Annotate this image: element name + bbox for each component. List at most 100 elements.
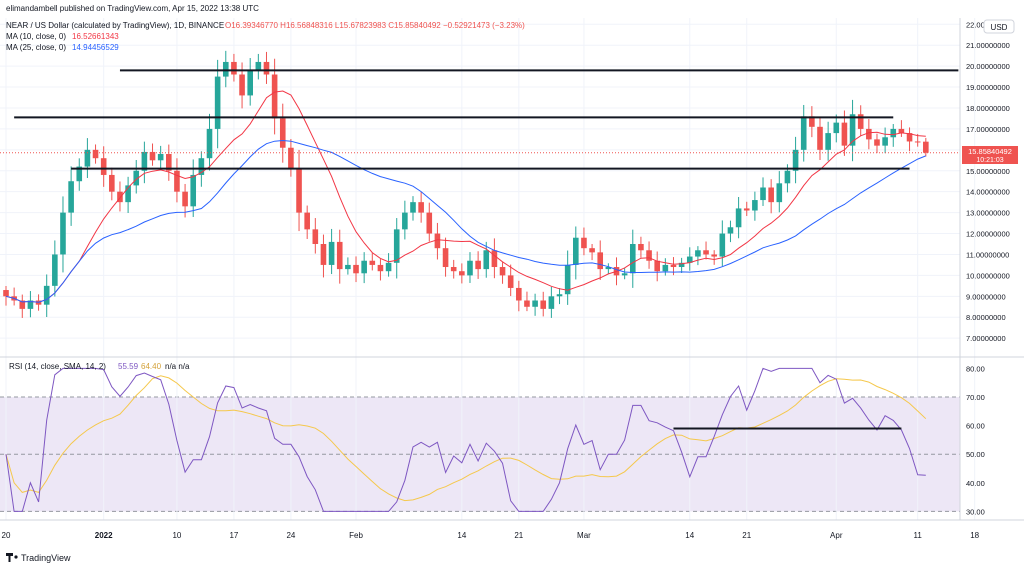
brand-name: TradingView (21, 553, 71, 563)
candle-body (646, 250, 652, 261)
price-tick-label: 8.00000000 (966, 313, 1006, 322)
price-tick-label: 9.00000000 (966, 292, 1006, 301)
candle-body (516, 287, 522, 301)
moving-averages (5, 90, 926, 303)
candle-body (157, 154, 164, 161)
time-tick-label: 2022 (95, 531, 113, 540)
time-tick-label: Mar (577, 531, 591, 540)
candle-body (849, 114, 856, 146)
candle-body (19, 300, 26, 309)
price-tick-label: 10.00000000 (966, 271, 1010, 280)
candle-body (483, 250, 490, 270)
candle-body (133, 170, 140, 186)
candle-body (92, 149, 99, 159)
price-tick-label: 11.00000000 (966, 250, 1009, 259)
candles (3, 50, 929, 318)
candle-body (459, 271, 465, 276)
candle-body (174, 170, 180, 192)
candle-body (556, 294, 563, 297)
ma10-label: MA (10, close, 0) (6, 32, 66, 41)
candle-body (923, 141, 929, 153)
candle-body (361, 260, 367, 274)
candle-body (247, 70, 253, 96)
rsi-tick-label: 40.00 (966, 479, 985, 488)
candle-body (214, 76, 221, 129)
candle-body (369, 260, 376, 265)
symbol-title: NEAR / US Dollar (calculated by TradingV… (6, 21, 224, 30)
candle-body (735, 208, 742, 228)
candle-body (198, 158, 205, 175)
candle-body (573, 237, 579, 265)
candle-body (68, 181, 74, 213)
candle-body (117, 191, 123, 203)
candle-body (52, 254, 58, 286)
candle-body (654, 260, 660, 272)
tradingview-logo[interactable]: TradingView (6, 553, 71, 563)
currency-button[interactable] (983, 19, 1015, 34)
candle-body (638, 244, 644, 251)
rsi-ma-line (5, 375, 927, 502)
ma10-value: 16.52661343 (72, 32, 119, 41)
time-tick-label: 11 (914, 531, 923, 540)
price-tick-label: 15.00000000 (966, 167, 1010, 176)
candle-body (670, 264, 677, 268)
currency-label: USD (991, 23, 1008, 32)
candle-body (125, 185, 131, 203)
rsi-line (5, 367, 926, 512)
time-tick-label: 24 (286, 531, 295, 540)
candle-body (743, 208, 750, 211)
candle-body (857, 114, 864, 129)
candle-body (532, 300, 538, 307)
candle-body (3, 290, 9, 297)
time-tick-label: 14 (457, 531, 466, 540)
candle-body (304, 212, 310, 230)
rsi-na: n/a n/a (165, 362, 190, 371)
candle-body (882, 137, 888, 146)
candle-body (450, 267, 457, 272)
candle-body (442, 248, 449, 268)
candle-body (719, 233, 726, 257)
price-tick-label: 12.00000000 (966, 230, 1010, 239)
current-price-tag (962, 146, 1018, 164)
candle-body (27, 300, 34, 309)
publisher-line: elimandambell published on TradingView.c… (6, 4, 259, 13)
candle-body (263, 61, 270, 75)
support-resistance-lines (0, 69, 960, 430)
candle-body (752, 200, 758, 211)
rsi-label: RSI (14, close, SMA, 14, 2) (9, 362, 106, 371)
rsi-value: 55.59 (118, 362, 139, 371)
candle-body (467, 260, 473, 276)
candle-body (182, 191, 188, 207)
candle-body (890, 128, 897, 138)
candle-body (776, 183, 783, 203)
candle-body (711, 254, 717, 257)
candle-body (271, 74, 278, 119)
candle-body (320, 244, 327, 265)
candle-body (507, 275, 514, 288)
candle-body (255, 61, 262, 71)
ma25-label: MA (25, close, 0) (6, 43, 66, 52)
candle-body (491, 250, 498, 268)
candle-body (279, 118, 286, 148)
time-tick-label: 17 (229, 531, 238, 540)
price-pane (3, 50, 929, 318)
rsi-tick-label: 70.00 (966, 393, 985, 402)
rsi-tick-label: 60.00 (966, 422, 985, 431)
time-tick-label: 14 (685, 531, 694, 540)
candle-body (475, 260, 481, 270)
price-tick-label: 13.00000000 (966, 209, 1010, 218)
candle-body (760, 187, 766, 201)
candle-body (768, 187, 774, 203)
candle-body (231, 61, 237, 75)
tv-logo-icon (6, 553, 13, 562)
candle-body (385, 262, 392, 272)
rsi-band-group (0, 396, 960, 512)
candle-body (393, 229, 400, 263)
candle-body (336, 241, 343, 270)
ma25-value: 14.94456529 (72, 43, 119, 52)
candle-body (434, 233, 441, 249)
rsi-tick-label: 80.00 (966, 364, 985, 373)
price-tick-label: 20.00000000 (966, 62, 1010, 71)
time-tick-label: 20 (2, 531, 11, 540)
